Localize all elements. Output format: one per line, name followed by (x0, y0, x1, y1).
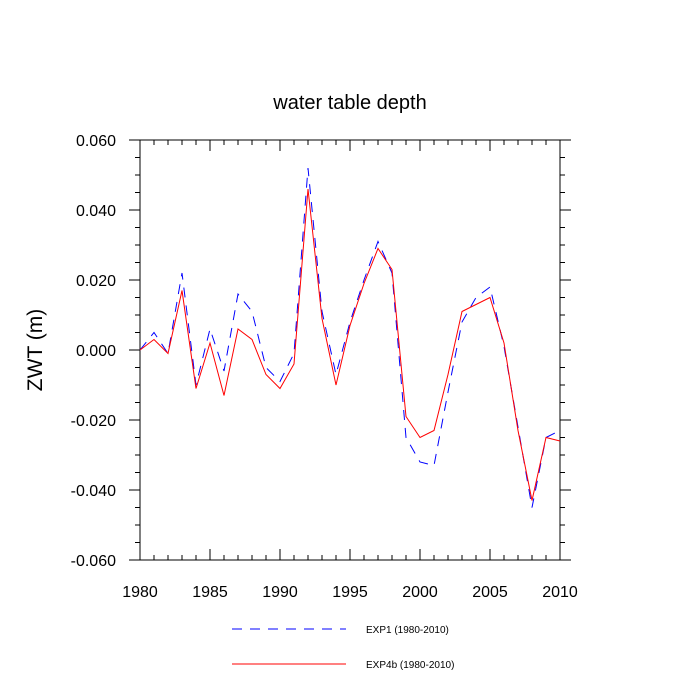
series-lines (139, 167, 561, 508)
y-tick-label: -0.060 (71, 553, 116, 570)
y-axis-label: ZWT (m) (24, 309, 47, 391)
y-tick-label: 0.000 (76, 343, 116, 360)
y-tick-label: 0.020 (76, 273, 116, 290)
series-line-exp1 (139, 167, 561, 508)
legend: EXP1 (1980-2010) EXP4b (1980-2010) (232, 625, 454, 671)
legend-label-exp4b: EXP4b (1980-2010) (366, 660, 454, 671)
plot-frame (139, 139, 561, 561)
series-line-exp4b (139, 188, 561, 501)
legend-label-exp1: EXP1 (1980-2010) (366, 625, 449, 636)
x-tick-label: 1995 (332, 584, 368, 601)
y-tick-label: -0.040 (71, 483, 116, 500)
x-tick-label: 2000 (402, 584, 438, 601)
y-tick-label: 0.040 (76, 203, 116, 220)
x-tick-label: 1980 (122, 584, 158, 601)
x-tick-label: 2005 (472, 584, 508, 601)
axis-ticks (129, 139, 571, 561)
chart-title: water table depth (272, 92, 426, 114)
y-tick-label: 0.060 (76, 133, 116, 150)
y-tick-label: -0.020 (71, 413, 116, 430)
x-tick-label: 1985 (192, 584, 228, 601)
axis-tick-labels: 1980 1985 1990 1995 2000 2005 2010 -0.060 -0.040… (71, 133, 578, 601)
x-tick-label: 2010 (542, 584, 578, 601)
x-tick-label: 1990 (262, 584, 298, 601)
